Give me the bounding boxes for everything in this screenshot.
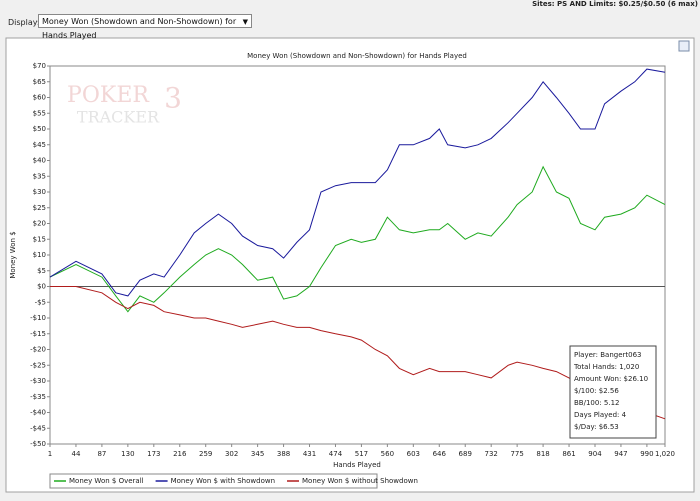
series-line — [50, 286, 666, 420]
x-tick-label: 345 — [251, 450, 264, 458]
y-tick-label: $50 — [33, 125, 46, 133]
watermark: TRACKER — [77, 108, 160, 127]
x-tick-label: 388 — [277, 450, 290, 458]
y-tick-label: -$5 — [35, 298, 46, 306]
y-tick-label: $0 — [37, 283, 46, 291]
legend-box — [49, 473, 378, 489]
info-text: Days Played: 4 — [574, 411, 627, 419]
x-tick-label: 87 — [97, 450, 106, 458]
watermark: 3 — [164, 82, 182, 115]
x-tick-label: 216 — [173, 450, 187, 458]
y-tick-label: -$10 — [30, 314, 46, 322]
legend-label: Money Won $ Overall — [69, 477, 144, 485]
info-text: Player: Bangert063 — [574, 351, 642, 359]
y-tick-label: $70 — [33, 62, 46, 70]
y-tick-label: $25 — [33, 204, 46, 212]
x-tick-label: 603 — [407, 450, 420, 458]
y-tick-label: $55 — [33, 109, 46, 117]
x-tick-label: 517 — [355, 450, 368, 458]
x-tick-label: 431 — [303, 450, 316, 458]
info-text: Amount Won: $26.10 — [574, 375, 648, 383]
y-tick-label: $10 — [33, 251, 46, 259]
y-tick-label: $35 — [33, 172, 46, 180]
x-tick-label: 173 — [147, 450, 160, 458]
y-tick-label: $30 — [33, 188, 46, 196]
info-text: BB/100: 5.12 — [574, 399, 620, 407]
x-tick-label: 861 — [562, 450, 575, 458]
y-tick-label: $45 — [33, 141, 46, 149]
x-axis-label: Hands Played — [333, 461, 381, 469]
y-tick-label: -$30 — [30, 377, 46, 385]
display-label: Display: — [8, 18, 40, 27]
x-tick-label: 646 — [433, 450, 447, 458]
info-text: $/100: $2.56 — [574, 387, 619, 395]
legend-label: Money Won $ with Showdown — [171, 477, 275, 485]
y-axis-label: Money Won $ — [9, 231, 17, 278]
watermark: POKER — [67, 83, 150, 108]
y-tick-label: -$40 — [30, 409, 46, 417]
x-tick-label: 1,020 — [655, 450, 675, 458]
info-box — [569, 345, 657, 439]
y-tick-label: -$45 — [30, 424, 46, 432]
x-tick-label: 732 — [484, 450, 497, 458]
expand-button[interactable] — [678, 40, 690, 52]
y-tick-label: -$50 — [30, 440, 46, 448]
x-tick-label: 947 — [614, 450, 627, 458]
x-tick-label: 474 — [329, 450, 343, 458]
info-text: Total Hands: 1,020 — [573, 363, 639, 371]
series-line — [49, 68, 666, 297]
display-dropdown[interactable]: Money Won (Showdown and Non-Showdown) fo… — [38, 14, 252, 40]
y-tick-label: $65 — [33, 78, 46, 86]
y-tick-label: $60 — [33, 94, 46, 102]
x-tick-label: 904 — [588, 450, 602, 458]
x-tick-label: 689 — [459, 450, 472, 458]
x-tick-label: 560 — [381, 450, 394, 458]
x-tick-label: 44 — [71, 450, 80, 458]
x-tick-label: 259 — [199, 450, 212, 458]
y-tick-label: -$15 — [30, 330, 46, 338]
x-tick-label: 818 — [536, 450, 549, 458]
chart-title: Money Won (Showdown and Non-Showdown) fo… — [247, 52, 467, 60]
x-tick-label: 302 — [225, 450, 238, 458]
x-tick-label: 130 — [121, 450, 134, 458]
x-tick-label: 775 — [510, 450, 523, 458]
dropdown-value: Money Won (Showdown and Non-Showdown) fo… — [42, 17, 237, 40]
y-tick-label: $5 — [37, 267, 46, 275]
y-tick-label: -$20 — [30, 346, 46, 354]
y-tick-label: -$35 — [30, 393, 46, 401]
dropdown-arrow[interactable]: ▼ — [242, 18, 248, 26]
sites-filter: Sites: PS AND Limits: $0.25/$0.50 (6 max… — [532, 0, 698, 8]
y-tick-label: $20 — [33, 220, 46, 228]
legend-label: Money Won $ without Showdown — [302, 477, 418, 485]
y-tick-label: -$25 — [30, 361, 46, 369]
info-text: $/Day: $6.53 — [574, 423, 619, 431]
series-line — [49, 165, 666, 313]
y-tick-label: $40 — [33, 157, 46, 165]
x-tick-label: 1 — [48, 450, 52, 458]
y-tick-label: $15 — [33, 235, 46, 243]
x-tick-label: 990 — [640, 450, 653, 458]
